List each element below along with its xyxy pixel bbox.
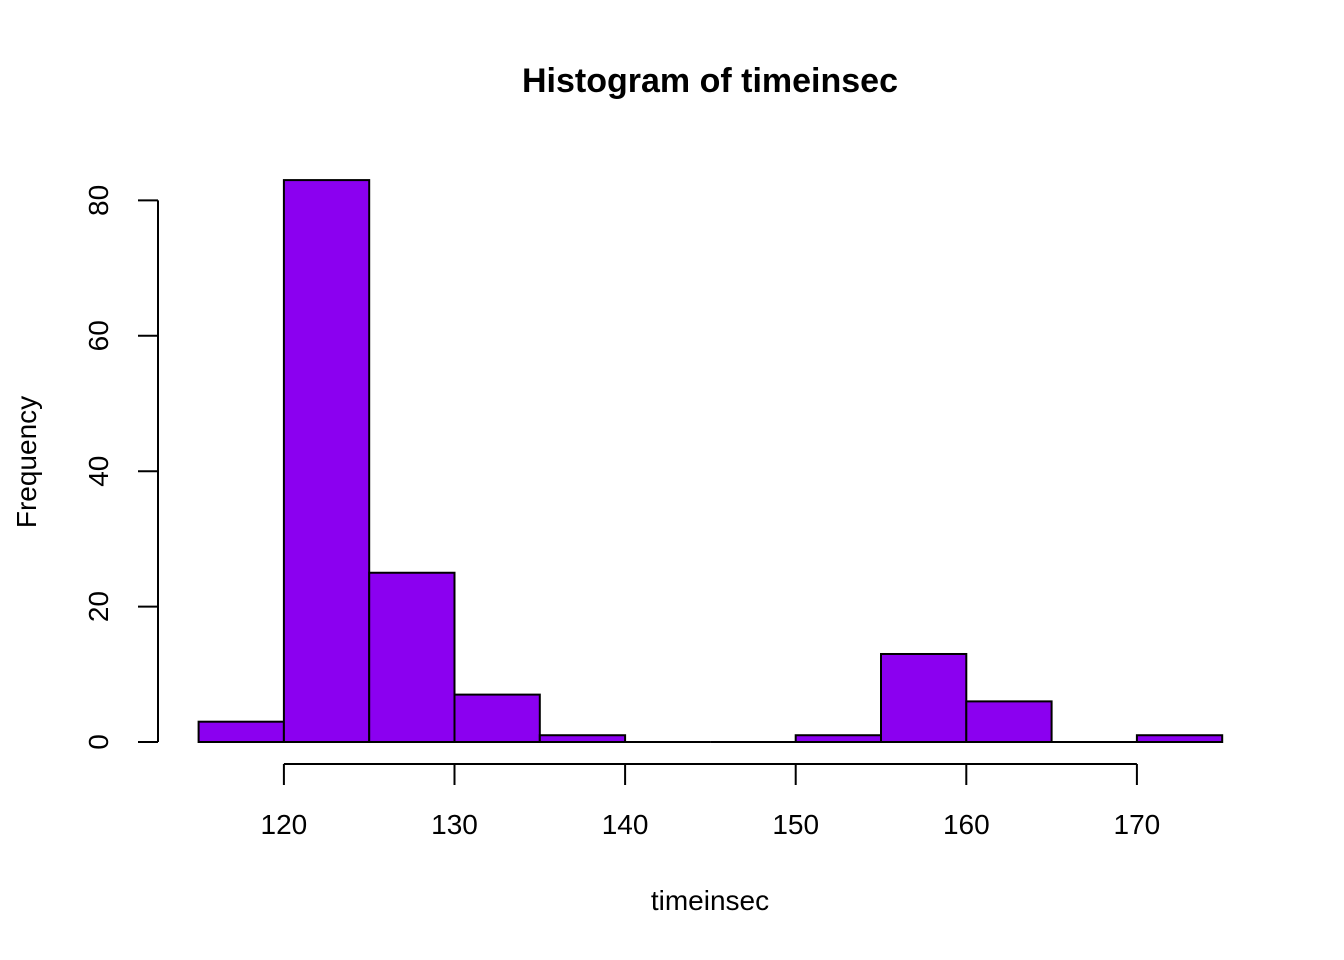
chart-title: Histogram of timeinsec xyxy=(522,62,898,100)
plot-bars xyxy=(197,179,1224,744)
histogram-bar-3 xyxy=(453,693,541,743)
x-tick-label-1: 130 xyxy=(431,809,478,840)
y-tick-label-0: 0 xyxy=(83,734,114,750)
y-tick-label-4: 80 xyxy=(83,185,114,216)
histogram-bar-7 xyxy=(794,734,883,743)
y-tick-label-1: 20 xyxy=(83,591,114,622)
histogram-bar-2 xyxy=(368,571,456,743)
histogram-bar-9 xyxy=(965,700,1053,744)
x-tick-label-0: 120 xyxy=(261,809,308,840)
y-tick-label-2: 40 xyxy=(83,456,114,487)
y-axis: 0 20 40 60 80 xyxy=(83,185,159,750)
x-tick-label-4: 160 xyxy=(943,809,990,840)
y-axis-label: Frequency xyxy=(11,396,42,528)
x-tick-label-3: 150 xyxy=(772,809,819,840)
histogram-bar-11 xyxy=(1135,734,1224,743)
x-tick-label-5: 170 xyxy=(1114,809,1161,840)
x-axis: 120 130 140 150 160 170 xyxy=(261,763,1161,840)
histogram-bar-0 xyxy=(197,720,285,744)
histogram-bar-8 xyxy=(880,652,968,743)
histogram-bar-1 xyxy=(282,179,371,743)
y-tick-label-3: 60 xyxy=(83,320,114,351)
x-tick-label-2: 140 xyxy=(602,809,649,840)
histogram-bar-4 xyxy=(538,734,627,743)
x-axis-label: timeinsec xyxy=(651,885,769,916)
